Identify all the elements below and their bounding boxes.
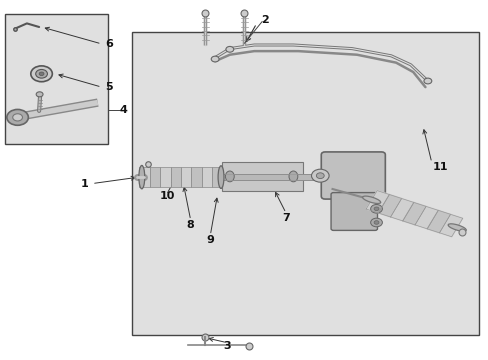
Circle shape — [39, 72, 44, 76]
Text: 7: 7 — [282, 213, 289, 223]
Polygon shape — [439, 214, 462, 237]
Circle shape — [31, 66, 52, 82]
Text: 9: 9 — [206, 235, 214, 245]
Bar — [160, 167, 170, 187]
Bar — [132, 32, 478, 335]
Circle shape — [311, 169, 328, 182]
Circle shape — [36, 69, 47, 78]
Text: 4: 4 — [120, 105, 127, 115]
Ellipse shape — [218, 166, 224, 189]
Bar — [170, 167, 181, 187]
Polygon shape — [402, 202, 425, 225]
Ellipse shape — [447, 224, 466, 231]
Polygon shape — [427, 210, 449, 233]
Circle shape — [373, 207, 378, 211]
Circle shape — [316, 173, 324, 179]
FancyBboxPatch shape — [321, 152, 385, 199]
FancyBboxPatch shape — [222, 162, 303, 191]
Text: 5: 5 — [105, 82, 113, 92]
Text: 1: 1 — [80, 179, 88, 189]
Circle shape — [36, 92, 43, 97]
Polygon shape — [366, 190, 388, 213]
Ellipse shape — [288, 171, 297, 182]
Polygon shape — [414, 206, 437, 229]
Text: 11: 11 — [432, 162, 447, 172]
Circle shape — [423, 78, 431, 84]
Polygon shape — [378, 194, 401, 217]
Bar — [201, 167, 212, 187]
Polygon shape — [390, 198, 413, 221]
Text: 3: 3 — [223, 341, 231, 351]
Ellipse shape — [139, 166, 144, 189]
Bar — [149, 167, 160, 187]
Circle shape — [370, 204, 382, 213]
Bar — [181, 167, 191, 187]
Circle shape — [225, 46, 233, 52]
Bar — [212, 167, 222, 187]
Circle shape — [211, 56, 219, 62]
Bar — [5, 14, 107, 144]
Bar — [166, 174, 351, 180]
Circle shape — [7, 109, 28, 125]
Bar — [139, 167, 149, 187]
Circle shape — [370, 218, 382, 227]
Circle shape — [13, 114, 22, 121]
Text: 6: 6 — [105, 39, 113, 49]
Ellipse shape — [362, 196, 380, 203]
Ellipse shape — [225, 171, 234, 182]
Circle shape — [373, 221, 378, 224]
Text: 8: 8 — [186, 220, 194, 230]
Text: 10: 10 — [160, 191, 175, 201]
Bar — [191, 167, 201, 187]
FancyBboxPatch shape — [330, 193, 377, 230]
Text: 2: 2 — [261, 15, 269, 25]
